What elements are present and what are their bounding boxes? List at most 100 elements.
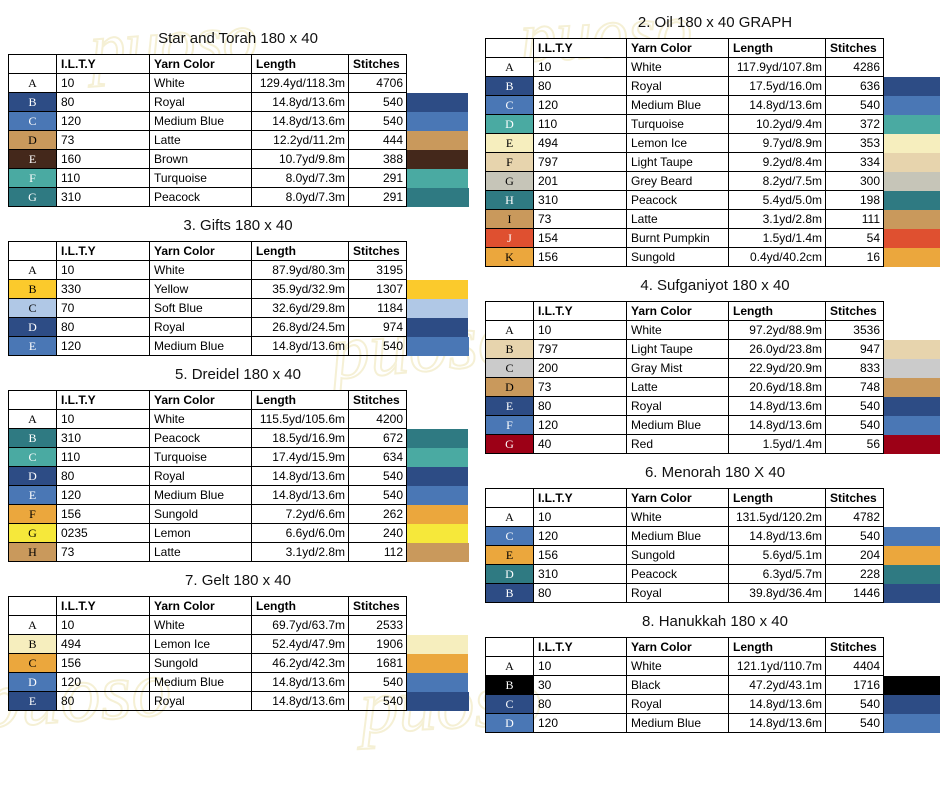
table-row: A 10 White 97.2yd/88.9m 3536 <box>485 320 940 340</box>
ilty-cell: 80 <box>533 396 627 416</box>
ilty-cell: 80 <box>56 317 150 337</box>
length-cell: 52.4yd/47.9m <box>251 634 349 654</box>
table-row: A 10 White 69.7yd/63.7m 2533 <box>8 615 469 635</box>
letter-cell: B <box>8 428 57 448</box>
column-header: Length <box>251 54 349 74</box>
ilty-cell: 110 <box>533 114 627 134</box>
column-header: Yarn Color <box>149 241 252 261</box>
yarn-color-cell: Light Taupe <box>626 339 729 359</box>
ilty-cell: 80 <box>56 691 150 711</box>
color-bar-cell <box>406 149 469 169</box>
color-bar-cell <box>883 434 940 454</box>
color-bar-cell <box>406 691 469 711</box>
ilty-cell: 80 <box>533 76 627 96</box>
yarn-color-cell: Light Taupe <box>626 152 729 172</box>
length-cell: 22.9yd/20.9m <box>728 358 826 378</box>
color-bar-header <box>883 637 940 657</box>
yarn-color-cell: Peacock <box>149 187 252 207</box>
length-cell: 87.9yd/80.3m <box>251 260 349 280</box>
table-row: B 310 Peacock 18.5yd/16.9m 672 <box>8 428 469 448</box>
letter-cell: H <box>8 542 57 562</box>
ilty-cell: 10 <box>56 615 150 635</box>
stitches-cell: 334 <box>825 152 884 172</box>
stitches-cell: 291 <box>348 187 407 207</box>
ilty-cell: 156 <box>56 504 150 524</box>
color-bar-cell <box>883 228 940 248</box>
ilty-cell: 310 <box>56 428 150 448</box>
ilty-cell: 310 <box>533 190 627 210</box>
color-bar-cell <box>406 634 469 654</box>
length-cell: 3.1yd/2.8m <box>251 542 349 562</box>
length-cell: 26.0yd/23.8m <box>728 339 826 359</box>
ilty-cell: 310 <box>533 564 627 584</box>
letter-cell: B <box>8 92 57 112</box>
ilty-cell: 797 <box>533 152 627 172</box>
column-header: Length <box>728 637 826 657</box>
ilty-cell: 80 <box>533 694 627 714</box>
yarn-color-cell: Peacock <box>626 190 729 210</box>
length-cell: 14.8yd/13.6m <box>251 672 349 692</box>
column-header: Yarn Color <box>626 38 729 58</box>
color-bar-header <box>406 596 469 616</box>
ilty-cell: 797 <box>533 339 627 359</box>
table-row: K 156 Sungold 0.4yd/40.2cm 16 <box>485 247 940 267</box>
yarn-color-cell: Sungold <box>149 653 252 673</box>
table-row: D 73 Latte 12.2yd/11.2m 444 <box>8 130 469 150</box>
pattern-table-dreidel: 5. Dreidel 180 x 40 I.L.T.Y Yarn Color Leng… <box>8 366 469 562</box>
yarn-color-cell: Turquoise <box>149 168 252 188</box>
yarn-table: I.L.T.Y Yarn Color Length Stitches A 10 White 6… <box>8 596 469 711</box>
letter-cell: D <box>8 317 57 337</box>
letter-cell: B <box>485 76 534 96</box>
yarn-color-cell: White <box>626 57 729 77</box>
table-row: B 80 Royal 14.8yd/13.6m 540 <box>8 92 469 112</box>
stitches-cell: 540 <box>348 691 407 711</box>
yarn-color-cell: White <box>149 260 252 280</box>
column-header: I.L.T.Y <box>533 38 627 58</box>
yarn-color-cell: White <box>149 73 252 93</box>
column-header: I.L.T.Y <box>533 488 627 508</box>
stitches-cell: 833 <box>825 358 884 378</box>
ilty-cell: 156 <box>56 653 150 673</box>
table-row: D 120 Medium Blue 14.8yd/13.6m 540 <box>485 713 940 733</box>
letter-cell: G <box>485 171 534 191</box>
stitches-cell: 4706 <box>348 73 407 93</box>
table-title: 8. Hanukkah 180 x 40 <box>642 613 788 630</box>
letter-cell: A <box>8 73 57 93</box>
length-cell: 47.2yd/43.1m <box>728 675 826 695</box>
stitches-cell: 4782 <box>825 507 884 527</box>
table-row: E 156 Sungold 5.6yd/5.1m 204 <box>485 545 940 565</box>
letter-cell: B <box>485 339 534 359</box>
header-row: I.L.T.Y Yarn Color Length Stitches <box>485 38 940 58</box>
letter-cell: F <box>8 504 57 524</box>
yarn-table: I.L.T.Y Yarn Color Length Stitches A 10 White 1… <box>485 38 940 267</box>
table-row: G 40 Red 1.5yd/1.4m 56 <box>485 434 940 454</box>
length-cell: 5.6yd/5.1m <box>728 545 826 565</box>
letter-column-header <box>485 38 534 58</box>
table-row: D 80 Royal 26.8yd/24.5m 974 <box>8 317 469 337</box>
header-row: I.L.T.Y Yarn Color Length Stitches <box>485 488 940 508</box>
letter-cell: I <box>485 209 534 229</box>
yarn-color-cell: Medium Blue <box>149 485 252 505</box>
ilty-cell: 156 <box>533 247 627 267</box>
table-row: B 80 Royal 17.5yd/16.0m 636 <box>485 76 940 96</box>
stitches-cell: 1906 <box>348 634 407 654</box>
letter-cell: B <box>485 583 534 603</box>
column-header: Yarn Color <box>626 488 729 508</box>
ilty-cell: 120 <box>56 336 150 356</box>
ilty-cell: 10 <box>56 409 150 429</box>
letter-cell: A <box>8 260 57 280</box>
length-cell: 32.6yd/29.8m <box>251 298 349 318</box>
column-header: I.L.T.Y <box>533 637 627 657</box>
stitches-cell: 56 <box>825 434 884 454</box>
color-bar-cell <box>883 133 940 153</box>
table-row: F 156 Sungold 7.2yd/6.6m 262 <box>8 504 469 524</box>
stitches-cell: 540 <box>348 336 407 356</box>
letter-cell: D <box>8 130 57 150</box>
yarn-color-cell: Medium Blue <box>626 415 729 435</box>
stitches-cell: 1446 <box>825 583 884 603</box>
yarn-color-cell: Soft Blue <box>149 298 252 318</box>
color-bar-cell <box>406 653 469 673</box>
letter-cell: E <box>8 485 57 505</box>
stitches-cell: 111 <box>825 209 884 229</box>
length-cell: 18.5yd/16.9m <box>251 428 349 448</box>
